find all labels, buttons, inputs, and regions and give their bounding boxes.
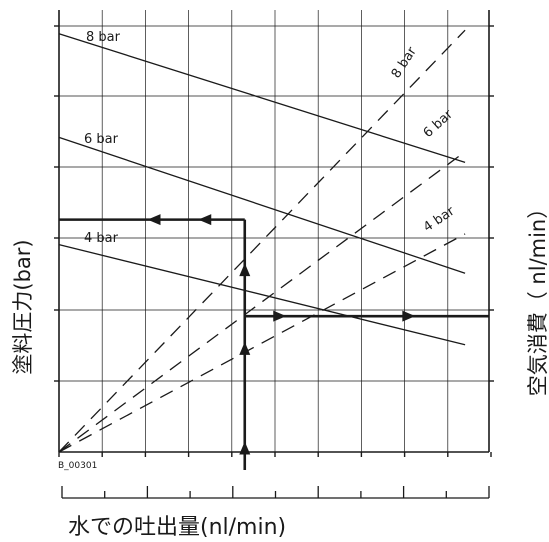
paint-pressure-lines bbox=[58, 33, 466, 346]
paint-pressure-line bbox=[58, 33, 466, 164]
axes bbox=[54, 10, 494, 499]
arrowhead bbox=[239, 441, 251, 455]
air-consumption-label: 6 bar bbox=[421, 107, 457, 141]
arrowhead bbox=[402, 310, 416, 322]
paint-pressure-line bbox=[58, 244, 466, 346]
y-axis-label: 塗料圧力(bar) bbox=[11, 239, 35, 374]
paint-pressure-label: 8 bar bbox=[86, 30, 121, 45]
air-consumption-label: 4 bar bbox=[421, 204, 458, 236]
paint-pressure-label: 4 bar bbox=[84, 231, 119, 246]
paint-pressure-label: 6 bar bbox=[84, 132, 119, 147]
example-path bbox=[59, 214, 489, 470]
arrowhead bbox=[273, 310, 287, 322]
figure-id: B_00301 bbox=[58, 461, 97, 471]
air-consumption-label: 8 bar bbox=[389, 44, 420, 81]
right-axis-label: 空気消費（ nl/min） bbox=[526, 198, 549, 397]
paint-pressure-line bbox=[58, 136, 466, 274]
arrowhead bbox=[239, 263, 251, 277]
arrowhead bbox=[239, 341, 251, 355]
air-consumption-line bbox=[58, 151, 466, 453]
x-axis-label: 水での吐出量(nl/min) bbox=[68, 515, 286, 540]
air-consumption-line bbox=[58, 233, 466, 453]
air-consumption-lines bbox=[58, 29, 466, 453]
arrowhead bbox=[147, 214, 161, 226]
air-consumption-line bbox=[58, 29, 466, 453]
arrowhead bbox=[198, 214, 212, 226]
grid bbox=[59, 10, 489, 452]
